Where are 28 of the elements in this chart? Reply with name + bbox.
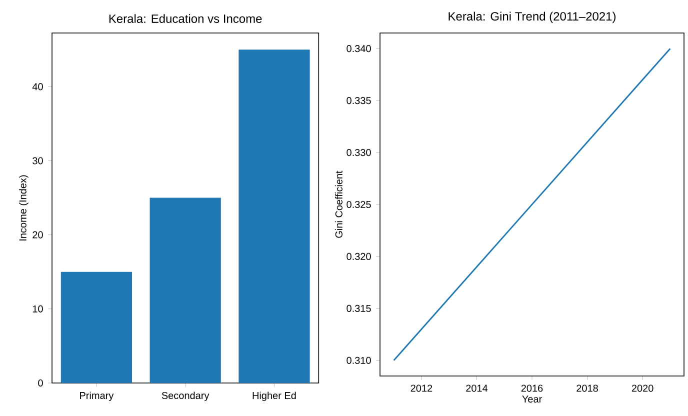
y-tick-label: 0.310 [346,356,371,364]
x-tick-label: Higher Ed [252,392,296,402]
x-tick-label: 2018 [576,384,598,392]
chart-title: Kerala: Gini Trend (2011–2021) [448,12,616,23]
y-tick-label: 10 [32,305,43,312]
y-tick-label: 20 [32,231,43,238]
y-tick-label: 0.330 [346,148,371,156]
bar [60,272,132,383]
x-axis-title: Year [522,396,542,403]
y-tick-label: 0.325 [346,200,371,208]
chart-title: Kerala: Education vs Income [109,14,262,23]
y-tick-label: 30 [32,157,43,164]
x-tick-label: 2012 [410,384,432,392]
bar [238,50,310,383]
y-axis-title: Gini Coefficient [335,170,342,238]
y-tick-label: 40 [32,83,43,90]
y-axis-title: Income (Index) [19,175,28,240]
y-tick-label: 0.320 [346,252,371,260]
y-tick-label: 0.340 [346,45,371,52]
x-tick-label: 2020 [632,384,654,392]
x-tick-label: 2014 [466,384,488,392]
y-tick-label: 0.335 [346,97,371,104]
x-tick-label: Secondary [162,392,210,402]
y-tick-label: 0.315 [346,304,371,312]
bar [150,198,221,383]
x-tick-label: Primary [80,392,114,402]
y-tick-label: 0 [38,379,43,387]
x-tick-label: 2016 [521,384,543,392]
